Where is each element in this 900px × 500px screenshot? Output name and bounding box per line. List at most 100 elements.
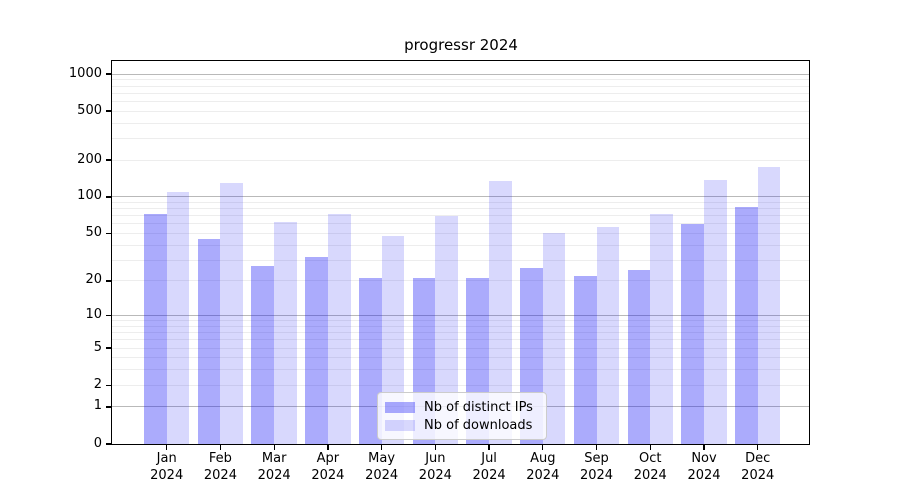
minor-gridline-5: [112, 347, 810, 349]
x-tick-jan-2024: [166, 444, 168, 450]
x-tick-label-oct-2024: Oct 2024: [633, 451, 667, 483]
x-tick-label-aug-2024: Aug 2024: [526, 451, 560, 483]
y-tick-0: [106, 443, 112, 445]
minor-gridline-70: [112, 215, 810, 217]
legend-item-distinct-ips: Nb of distinct IPs: [385, 398, 538, 416]
minor-gridline-4: [112, 357, 810, 359]
y-tick-100: [106, 196, 112, 198]
minor-gridline-3: [112, 369, 810, 371]
x-tick-label-jun-2024: Jun 2024: [418, 451, 452, 483]
bar-nb-of-distinct-ips-feb-2024: [197, 239, 221, 444]
axis-spine-right: [808, 60, 810, 445]
x-tick-mar-2024: [273, 444, 275, 450]
y-tick-label-1000: 1000: [68, 65, 102, 81]
minor-gridline-6: [112, 339, 810, 341]
minor-gridline-90: [112, 201, 810, 203]
bar-nb-of-downloads-jan-2024: [166, 191, 190, 444]
bar-nb-of-distinct-ips-oct-2024: [627, 269, 651, 444]
bar-nb-of-downloads-jun-2024: [435, 215, 459, 444]
y-tick-50: [106, 232, 112, 235]
y-tick-label-2: 2: [93, 376, 102, 392]
minor-gridline-30: [112, 259, 810, 261]
legend-swatch-downloads: [385, 419, 415, 431]
y-tick-label-500: 500: [77, 102, 102, 118]
x-tick-dec-2024: [757, 444, 759, 450]
y-tick-label-200: 200: [77, 151, 102, 167]
y-tick-label-50: 50: [85, 224, 102, 240]
bar-nb-of-downloads-sep-2024: [596, 226, 620, 444]
bar-nb-of-downloads-aug-2024: [542, 233, 566, 444]
bar-nb-of-distinct-ips-mar-2024: [251, 265, 275, 444]
bar-nb-of-downloads-may-2024: [381, 235, 405, 444]
y-tick-10: [106, 314, 112, 317]
legend-label-downloads: Nb of downloads: [424, 417, 533, 433]
minor-gridline-300: [112, 137, 810, 139]
axis-spine-bottom: [111, 443, 810, 445]
bar-nb-of-downloads-feb-2024: [220, 182, 244, 444]
x-tick-label-apr-2024: Apr 2024: [311, 451, 345, 483]
bar-nb-of-distinct-ips-jan-2024: [144, 214, 167, 444]
x-tick-oct-2024: [649, 444, 651, 450]
y-tick-5: [106, 347, 112, 349]
major-gridline-10: [112, 315, 810, 317]
x-tick-jun-2024: [434, 444, 436, 450]
minor-gridline-9: [112, 320, 810, 322]
y-tick-label-100: 100: [77, 188, 102, 204]
minor-gridline-8: [112, 325, 810, 327]
x-tick-nov-2024: [703, 444, 705, 450]
minor-gridline-500: [112, 110, 810, 112]
axis-spine-top: [111, 60, 810, 62]
x-tick-label-may-2024: May 2024: [365, 451, 399, 483]
minor-gridline-60: [112, 223, 810, 225]
bar-nb-of-downloads-apr-2024: [327, 213, 351, 444]
y-tick-label-0: 0: [93, 435, 102, 451]
y-tick-label-10: 10: [85, 307, 102, 323]
bar-nb-of-distinct-ips-sep-2024: [573, 276, 597, 444]
bar-nb-of-downloads-nov-2024: [704, 179, 727, 444]
minor-gridline-600: [112, 100, 810, 102]
x-tick-may-2024: [380, 444, 383, 450]
minor-gridline-200: [112, 159, 810, 161]
minor-gridline-20: [112, 280, 810, 282]
y-tick-200: [106, 159, 112, 161]
y-tick-500: [106, 110, 112, 112]
x-tick-feb-2024: [219, 444, 222, 450]
bar-nb-of-downloads-dec-2024: [757, 166, 781, 444]
chart-title: progressr 2024: [404, 36, 518, 54]
y-tick-20: [106, 280, 112, 282]
plot-area: [112, 61, 810, 444]
bar-nb-of-downloads-mar-2024: [274, 222, 297, 444]
bar-nb-of-downloads-oct-2024: [650, 214, 673, 444]
y-tick-label-1: 1: [93, 398, 102, 414]
bar-nb-of-distinct-ips-dec-2024: [735, 206, 758, 444]
x-tick-label-nov-2024: Nov 2024: [687, 451, 721, 483]
minor-gridline-400: [112, 122, 810, 124]
x-tick-label-sep-2024: Sep 2024: [579, 451, 614, 483]
bar-nb-of-distinct-ips-apr-2024: [305, 256, 328, 444]
minor-gridline-80: [112, 208, 810, 210]
minor-gridline-800: [112, 85, 810, 87]
minor-gridline-2: [112, 384, 810, 386]
minor-gridline-40: [112, 244, 810, 246]
major-gridline-1000: [112, 73, 810, 75]
y-tick-1000: [106, 73, 112, 75]
x-tick-aug-2024: [542, 444, 544, 450]
x-tick-jul-2024: [488, 444, 490, 450]
bar-nb-of-distinct-ips-may-2024: [358, 278, 382, 444]
y-tick-label-20: 20: [85, 272, 102, 288]
bar-nb-of-downloads-jul-2024: [489, 180, 512, 444]
y-tick-label-5: 5: [93, 339, 102, 355]
minor-gridline-50: [112, 232, 810, 234]
bar-nb-of-distinct-ips-nov-2024: [681, 223, 704, 444]
legend-swatch-distinct-ips: [385, 401, 415, 413]
axis-spine-left: [111, 60, 113, 445]
minor-gridline-7: [112, 332, 810, 334]
x-tick-label-jul-2024: Jul 2024: [472, 451, 506, 483]
minor-gridline-900: [112, 79, 810, 81]
legend: Nb of distinct IPs Nb of downloads: [377, 392, 547, 440]
legend-item-downloads: Nb of downloads: [385, 416, 538, 434]
minor-gridline-700: [112, 92, 810, 94]
x-tick-apr-2024: [327, 444, 329, 450]
legend-label-distinct-ips: Nb of distinct IPs: [424, 399, 533, 415]
